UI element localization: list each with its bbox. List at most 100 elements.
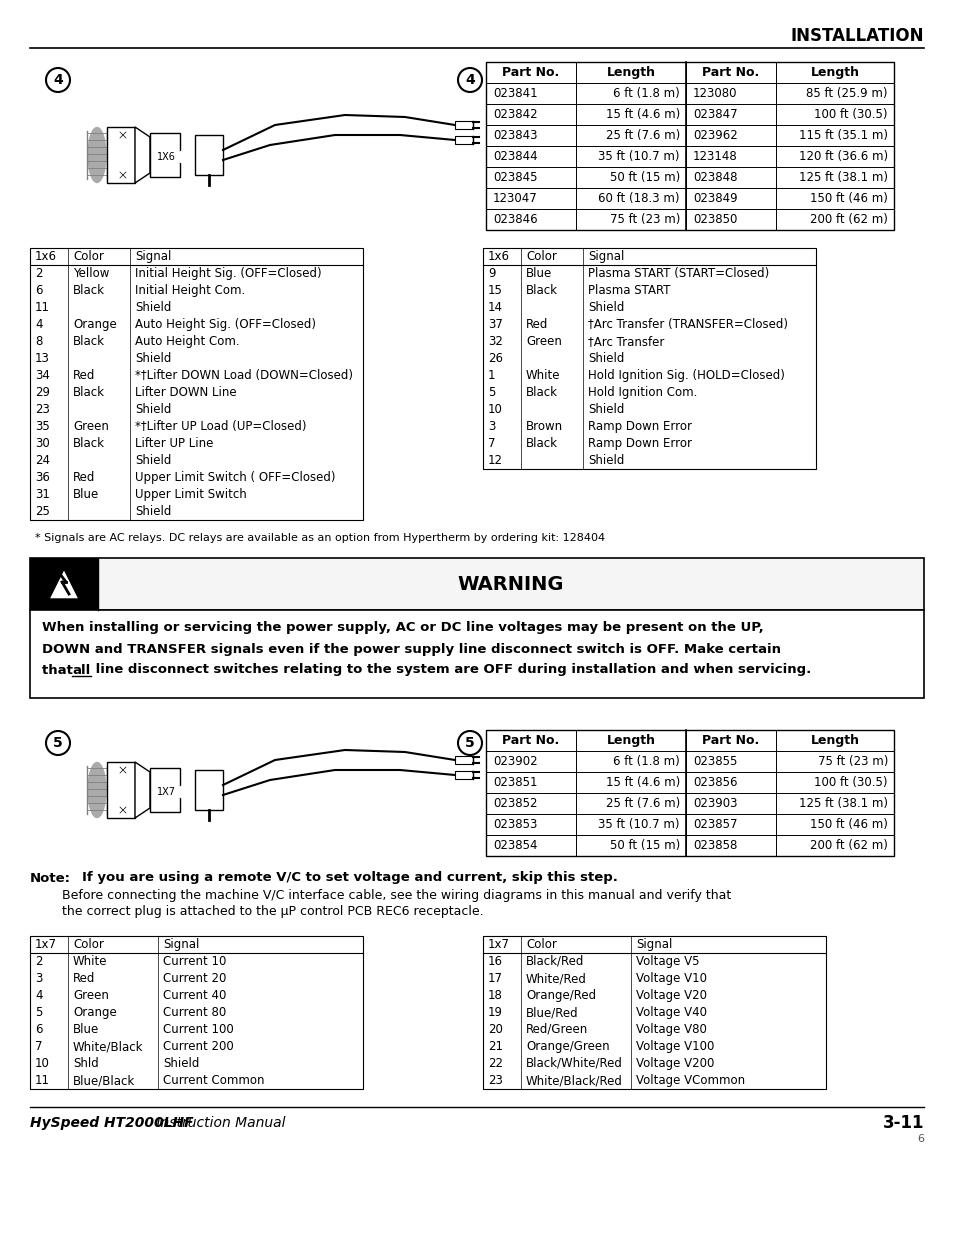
- Text: Length: Length: [606, 734, 655, 747]
- Text: * Signals are AC relays. DC relays are available as an option from Hypertherm by: * Signals are AC relays. DC relays are a…: [35, 534, 604, 543]
- Text: Green: Green: [73, 420, 109, 433]
- Text: 120 ft (36.6 m): 120 ft (36.6 m): [798, 149, 887, 163]
- Text: Signal: Signal: [135, 249, 172, 263]
- Text: Signal: Signal: [587, 249, 623, 263]
- Text: 6: 6: [35, 284, 43, 296]
- Text: 123148: 123148: [692, 149, 737, 163]
- Text: Part No.: Part No.: [701, 65, 759, 79]
- Text: Shield: Shield: [135, 403, 172, 416]
- Text: 75 ft (23 m): 75 ft (23 m): [609, 212, 679, 226]
- Text: White/Black: White/Black: [73, 1040, 143, 1053]
- Bar: [485, 730, 893, 751]
- Text: 11: 11: [35, 1074, 50, 1087]
- Text: 100 ft (30.5): 100 ft (30.5): [814, 107, 887, 121]
- Text: 1x7: 1x7: [488, 939, 510, 951]
- Polygon shape: [49, 569, 79, 599]
- Text: Voltage V5: Voltage V5: [636, 955, 699, 968]
- Text: Shield: Shield: [587, 403, 623, 416]
- Text: Green: Green: [73, 989, 109, 1002]
- Text: Red: Red: [525, 317, 548, 331]
- Text: Black: Black: [525, 284, 558, 296]
- Text: Color: Color: [73, 939, 104, 951]
- Text: 023856: 023856: [692, 776, 737, 789]
- Text: Shield: Shield: [587, 454, 623, 467]
- Text: Orange/Green: Orange/Green: [525, 1040, 609, 1053]
- Text: 75 ft (23 m): 75 ft (23 m): [817, 755, 887, 768]
- Text: Shld: Shld: [73, 1057, 99, 1070]
- Text: Length: Length: [606, 65, 655, 79]
- Text: that: that: [42, 663, 77, 677]
- Text: Voltage VCommon: Voltage VCommon: [636, 1074, 744, 1087]
- Text: Current 10: Current 10: [163, 955, 226, 968]
- Bar: [150, 133, 180, 177]
- Text: Initial Height Sig. (OFF=Closed): Initial Height Sig. (OFF=Closed): [135, 267, 321, 280]
- Text: *†Lifter DOWN Load (DOWN=Closed): *†Lifter DOWN Load (DOWN=Closed): [135, 369, 353, 382]
- Text: White: White: [73, 955, 108, 968]
- Text: 29: 29: [35, 387, 50, 399]
- Bar: [30, 558, 98, 610]
- Text: Shield: Shield: [587, 301, 623, 314]
- Text: Current 20: Current 20: [163, 972, 226, 986]
- Text: Voltage V80: Voltage V80: [636, 1023, 706, 1036]
- Text: Red: Red: [73, 471, 95, 484]
- Text: Black: Black: [73, 284, 105, 296]
- Text: 7: 7: [35, 1040, 43, 1053]
- Text: Plasma START: Plasma START: [587, 284, 670, 296]
- Text: †Arc Transfer: †Arc Transfer: [587, 335, 663, 348]
- Bar: [485, 730, 893, 856]
- Text: Current 80: Current 80: [163, 1007, 226, 1019]
- Text: 10: 10: [488, 403, 502, 416]
- Text: 023851: 023851: [493, 776, 537, 789]
- Text: WARNING: WARNING: [457, 574, 563, 594]
- Text: DOWN and TRANSFER signals even if the power supply line disconnect switch is OFF: DOWN and TRANSFER signals even if the po…: [42, 642, 781, 656]
- Text: 023843: 023843: [493, 128, 537, 142]
- Text: 023849: 023849: [692, 191, 737, 205]
- Ellipse shape: [88, 762, 106, 818]
- Bar: [482, 936, 825, 1089]
- Text: Red: Red: [73, 972, 95, 986]
- Text: 4: 4: [35, 317, 43, 331]
- Text: 125 ft (38.1 m): 125 ft (38.1 m): [799, 170, 887, 184]
- Text: Black/White/Red: Black/White/Red: [525, 1057, 622, 1070]
- Text: 32: 32: [488, 335, 502, 348]
- Text: 14: 14: [488, 301, 502, 314]
- Text: Black: Black: [73, 437, 105, 450]
- Circle shape: [118, 170, 128, 180]
- Text: 23: 23: [35, 403, 50, 416]
- Text: 1X7: 1X7: [157, 787, 175, 797]
- Text: 023962: 023962: [692, 128, 737, 142]
- Text: Hold Ignition Sig. (HOLD=Closed): Hold Ignition Sig. (HOLD=Closed): [587, 369, 784, 382]
- Text: Current 100: Current 100: [163, 1023, 233, 1036]
- Text: 85 ft (25.9 m): 85 ft (25.9 m): [805, 86, 887, 100]
- Bar: [482, 248, 815, 469]
- Text: Ramp Down Error: Ramp Down Error: [587, 420, 691, 433]
- Text: 22: 22: [488, 1057, 502, 1070]
- Text: 60 ft (18.3 m): 60 ft (18.3 m): [598, 191, 679, 205]
- Text: 31: 31: [35, 488, 50, 501]
- Bar: [194, 769, 223, 810]
- Ellipse shape: [88, 127, 106, 183]
- Text: 5: 5: [488, 387, 495, 399]
- Circle shape: [164, 151, 175, 163]
- Text: Blue: Blue: [525, 267, 552, 280]
- Text: 35: 35: [35, 420, 50, 433]
- Text: Shield: Shield: [135, 454, 172, 467]
- Text: HySpeed HT2000LHF: HySpeed HT2000LHF: [30, 1116, 193, 1130]
- Text: Before connecting the machine V/C interface cable, see the wiring diagrams in th: Before connecting the machine V/C interf…: [62, 889, 731, 903]
- Text: Auto Height Com.: Auto Height Com.: [135, 335, 239, 348]
- Text: 150 ft (46 m): 150 ft (46 m): [809, 818, 887, 831]
- Text: White/Black/Red: White/Black/Red: [525, 1074, 622, 1087]
- Text: Blue: Blue: [73, 1023, 99, 1036]
- Text: Yellow: Yellow: [73, 267, 110, 280]
- Bar: [455, 121, 473, 128]
- Text: all: all: [72, 663, 91, 677]
- Bar: [455, 771, 473, 779]
- Text: Instruction Manual: Instruction Manual: [152, 1116, 286, 1130]
- Text: Shield: Shield: [135, 505, 172, 517]
- Text: 7: 7: [488, 437, 495, 450]
- Text: Black: Black: [73, 387, 105, 399]
- Bar: [30, 610, 923, 698]
- Text: line disconnect switches relating to the system are OFF during installation and : line disconnect switches relating to the…: [91, 663, 810, 677]
- Text: *†Lifter UP Load (UP=Closed): *†Lifter UP Load (UP=Closed): [135, 420, 306, 433]
- Bar: [150, 768, 180, 811]
